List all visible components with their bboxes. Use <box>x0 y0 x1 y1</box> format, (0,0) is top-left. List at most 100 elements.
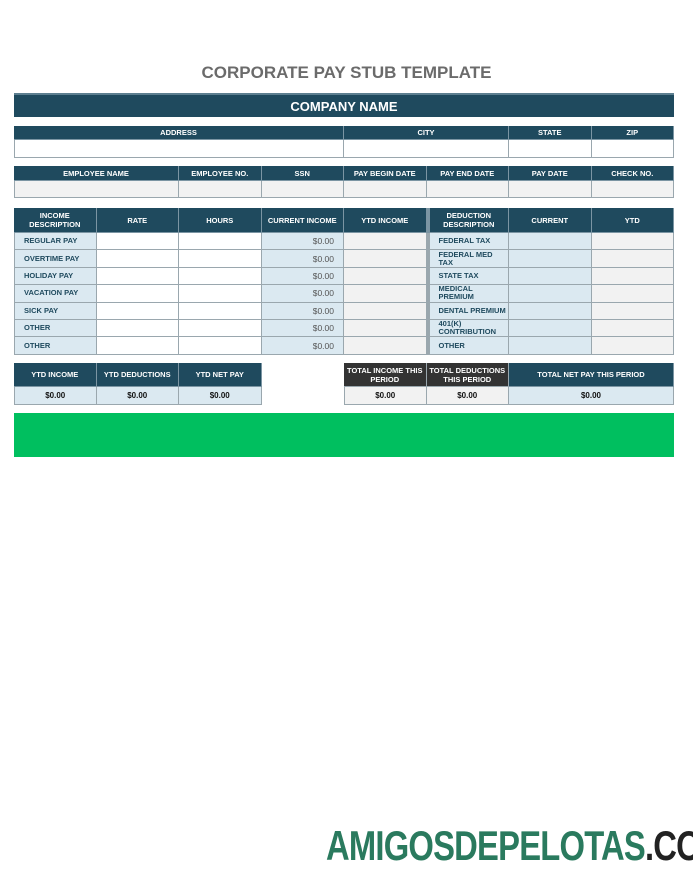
current-income-cell: $0.00 <box>261 233 344 251</box>
deduction-ytd-cell[interactable] <box>591 302 674 320</box>
employee-field-employee-name[interactable] <box>14 181 179 198</box>
current-income-cell: $0.00 <box>261 285 344 303</box>
employee-header-pay-date: PAY DATE <box>509 166 592 181</box>
logo-suffix-text: .COM <box>644 822 693 869</box>
ytd-deductions-header: YTD DEDUCTIONS <box>96 363 179 387</box>
ytd-income-cell[interactable] <box>344 285 427 303</box>
page-title: CORPORATE PAY STUB TEMPLATE <box>201 63 492 82</box>
deduction-ytd-cell[interactable] <box>591 233 674 251</box>
deduction-description: 401(K) CONTRIBUTION <box>426 319 509 338</box>
employee-field-pay-date[interactable] <box>509 181 592 198</box>
employee-field-check-no-[interactable] <box>591 181 674 198</box>
summary-section: YTD INCOME YTD DEDUCTIONS YTD NET PAY TO… <box>14 363 674 405</box>
employee-section: EMPLOYEE NAME EMPLOYEE NO. SSN PAY BEGIN DA… <box>14 166 674 198</box>
hours-cell[interactable] <box>179 267 262 286</box>
current-income-cell: $0.00 <box>261 302 344 320</box>
address-field[interactable] <box>14 140 344 158</box>
deduction-ytd-cell[interactable] <box>591 337 674 355</box>
employee-field-employee-no-[interactable] <box>179 181 262 198</box>
company-name-bar[interactable]: COMPANY NAME <box>14 93 674 117</box>
current-income-cell: $0.00 <box>261 337 344 355</box>
ytd-deductions-value: $0.00 <box>96 387 179 405</box>
state-header: STATE <box>509 126 592 140</box>
ytd-net-value: $0.00 <box>179 387 262 405</box>
logo-main-text: AMIGOSDEPELOTAS <box>326 822 646 869</box>
employee-header-pay-begin-date: PAY BEGIN DATE <box>344 166 427 181</box>
total-deductions-value: $0.00 <box>426 387 509 405</box>
address-section: ADDRESS CITY STATE ZIP <box>14 126 674 158</box>
ytd-income-header: YTD INCOME <box>14 363 97 387</box>
column-header: INCOME DESCRIPTION <box>14 208 97 233</box>
ytd-income-cell[interactable] <box>344 250 427 268</box>
rate-cell[interactable] <box>96 285 179 303</box>
spacer <box>262 363 345 387</box>
deduction-ytd-cell[interactable] <box>591 267 674 286</box>
ytd-income-value: $0.00 <box>14 387 97 405</box>
total-net-value: $0.00 <box>509 387 674 405</box>
current-income-cell: $0.00 <box>261 319 344 338</box>
city-header: CITY <box>344 126 509 140</box>
income-description: OTHER <box>14 319 97 338</box>
deduction-current-cell[interactable] <box>509 285 592 303</box>
deduction-ytd-cell[interactable] <box>591 285 674 303</box>
income-description: VACATION PAY <box>14 285 97 303</box>
total-income-header: TOTAL INCOME THIS PERIOD <box>344 363 427 387</box>
income-description: HOLIDAY PAY <box>14 267 97 286</box>
deduction-ytd-cell[interactable] <box>591 250 674 268</box>
column-header: YTD INCOME <box>344 208 427 233</box>
column-header: CURRENT INCOME <box>261 208 344 233</box>
hours-cell[interactable] <box>179 319 262 338</box>
ytd-income-cell[interactable] <box>344 302 427 320</box>
deduction-current-cell[interactable] <box>509 337 592 355</box>
ytd-income-cell[interactable] <box>344 337 427 355</box>
deduction-current-cell[interactable] <box>509 233 592 251</box>
deduction-description: FEDERAL MED TAX <box>426 250 509 268</box>
total-income-value: $0.00 <box>344 387 427 405</box>
current-income-cell: $0.00 <box>261 250 344 268</box>
ytd-income-cell[interactable] <box>344 319 427 338</box>
hours-cell[interactable] <box>179 233 262 251</box>
zip-field[interactable] <box>591 140 674 158</box>
ytd-income-cell[interactable] <box>344 233 427 251</box>
deduction-description: DENTAL PREMIUM <box>426 302 509 320</box>
ytd-net-header: YTD NET PAY <box>179 363 262 387</box>
employee-header-pay-end-date: PAY END DATE <box>426 166 509 181</box>
income-description: OVERTIME PAY <box>14 250 97 268</box>
rate-cell[interactable] <box>96 319 179 338</box>
deduction-description: STATE TAX <box>426 267 509 286</box>
hours-cell[interactable] <box>179 302 262 320</box>
deduction-ytd-cell[interactable] <box>591 319 674 338</box>
employee-field-pay-begin-date[interactable] <box>344 181 427 198</box>
column-header: RATE <box>96 208 179 233</box>
employee-field-ssn[interactable] <box>261 181 344 198</box>
deduction-current-cell[interactable] <box>509 267 592 286</box>
rate-cell[interactable] <box>96 250 179 268</box>
zip-header: ZIP <box>591 126 674 140</box>
employee-field-pay-end-date[interactable] <box>426 181 509 198</box>
employee-header-employee-name: EMPLOYEE NAME <box>14 166 179 181</box>
watermark-logo: AMIGOSDEPELOTAS.COM <box>326 822 693 870</box>
state-field[interactable] <box>509 140 592 158</box>
rate-cell[interactable] <box>96 267 179 286</box>
employee-header-check-no-: CHECK NO. <box>591 166 674 181</box>
column-header: YTD <box>591 208 674 233</box>
column-header: HOURS <box>179 208 262 233</box>
hours-cell[interactable] <box>179 337 262 355</box>
hours-cell[interactable] <box>179 250 262 268</box>
income-deduction-table: INCOME DESCRIPTION RATE HOURS CURRENT INCOM… <box>14 208 674 355</box>
deduction-current-cell[interactable] <box>509 319 592 338</box>
deduction-current-cell[interactable] <box>509 302 592 320</box>
income-description: OTHER <box>14 337 97 355</box>
total-net-header: TOTAL NET PAY THIS PERIOD <box>509 363 674 387</box>
rate-cell[interactable] <box>96 337 179 355</box>
rate-cell[interactable] <box>96 233 179 251</box>
city-field[interactable] <box>344 140 509 158</box>
ytd-income-cell[interactable] <box>344 267 427 286</box>
deduction-description: OTHER <box>426 337 509 355</box>
total-deductions-header: TOTAL DEDUCTIONS THIS PERIOD <box>426 363 509 387</box>
spacer <box>262 387 345 405</box>
rate-cell[interactable] <box>96 302 179 320</box>
hours-cell[interactable] <box>179 285 262 303</box>
deduction-current-cell[interactable] <box>509 250 592 268</box>
